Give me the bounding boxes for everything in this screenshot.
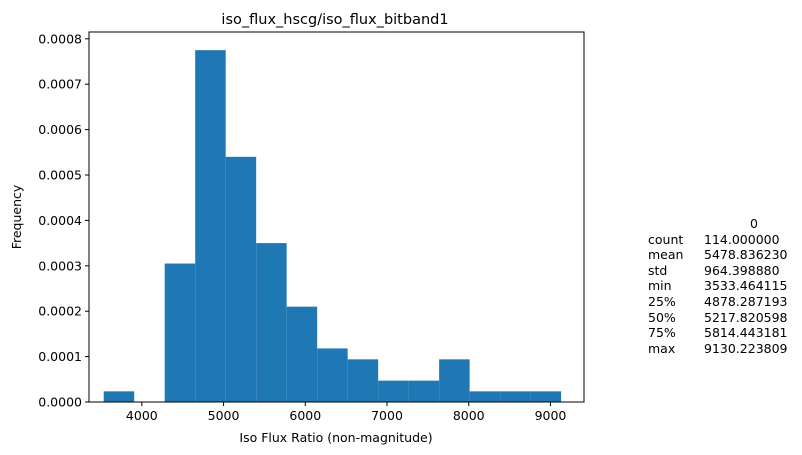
stats-row-min: min 3533.464115	[648, 278, 798, 294]
summary-stats-table: 0 count 114.000000 mean 5478.836230 std 964…	[648, 216, 798, 356]
stats-key: min	[648, 278, 672, 294]
x-tick-label: 4000	[126, 408, 158, 423]
histogram-bar	[256, 243, 287, 402]
histogram-bar	[317, 348, 348, 402]
histogram-bar	[164, 263, 196, 402]
y-tick-label: 0.0003	[38, 258, 82, 273]
y-tick-label: 0.0004	[38, 213, 82, 228]
stats-value: 964.398880	[704, 262, 780, 278]
stats-key: count	[648, 231, 684, 247]
stats-key: mean	[648, 247, 684, 263]
stats-value: 4878.287193	[704, 293, 788, 309]
stats-key: 75%	[648, 325, 676, 341]
histogram-bar	[378, 380, 409, 402]
x-tick-label: 8000	[453, 408, 485, 423]
histogram-bar	[500, 391, 531, 402]
stats-value: 3533.464115	[704, 278, 788, 294]
stats-row-mean: mean 5478.836230	[648, 247, 798, 263]
y-tick-label: 0.0000	[38, 395, 82, 410]
x-tick-label: 6000	[289, 408, 321, 423]
y-tick-label: 0.0002	[38, 304, 82, 319]
x-tick-label: 7000	[371, 408, 403, 423]
x-tick-label: 5000	[208, 408, 240, 423]
stats-row-50: 50% 5217.820598	[648, 310, 798, 326]
chart-title: iso_flux_hscg/iso_flux_bitband1	[221, 12, 448, 28]
stats-key: std	[648, 262, 668, 278]
x-axis-label: Iso Flux Ratio (non-magnitude)	[239, 430, 432, 445]
histogram-bar	[408, 380, 440, 402]
y-tick-label: 0.0006	[38, 122, 82, 137]
stats-row-max: max 9130.223809	[648, 341, 798, 357]
histogram-bar	[195, 50, 226, 402]
stats-value: 114.000000	[704, 231, 780, 247]
stats-value: 5217.820598	[704, 309, 788, 325]
histogram-bar	[439, 359, 470, 402]
histogram-bar	[469, 391, 501, 402]
histogram-bar	[530, 391, 562, 402]
x-axis-ticks: 4000 5000 6000 7000 8000 9000	[126, 402, 567, 423]
y-tick-label: 0.0007	[38, 77, 82, 92]
stats-value: 5478.836230	[704, 247, 788, 263]
y-tick-label: 0.0008	[38, 31, 82, 46]
y-axis-label: Frequency	[9, 184, 24, 249]
stats-row-75: 75% 5814.443181	[648, 325, 798, 341]
y-tick-label: 0.0005	[38, 168, 82, 183]
plot-frame	[88, 31, 585, 403]
stats-value: 5814.443181	[704, 325, 788, 341]
histogram-bar	[103, 391, 135, 402]
stats-row-std: std 964.398880	[648, 263, 798, 279]
x-tick-label: 9000	[535, 408, 567, 423]
stats-row-count: count 114.000000	[648, 232, 798, 248]
stats-key: 25%	[648, 293, 676, 309]
stats-value: 9130.223809	[704, 340, 788, 356]
histogram-bar	[225, 156, 257, 402]
stats-key: max	[648, 340, 676, 356]
histogram-bar	[286, 306, 318, 402]
stats-row-25: 25% 4878.287193	[648, 294, 798, 310]
histogram-bar	[347, 359, 379, 402]
y-axis-ticks: 0.0000 0.0001 0.0002 0.0003 0.0004 0.0005 0.00…	[38, 31, 89, 410]
stats-column-header: 0	[750, 216, 758, 231]
stats-key: 50%	[648, 309, 676, 325]
bars-group	[103, 50, 562, 402]
y-tick-label: 0.0001	[38, 349, 82, 364]
